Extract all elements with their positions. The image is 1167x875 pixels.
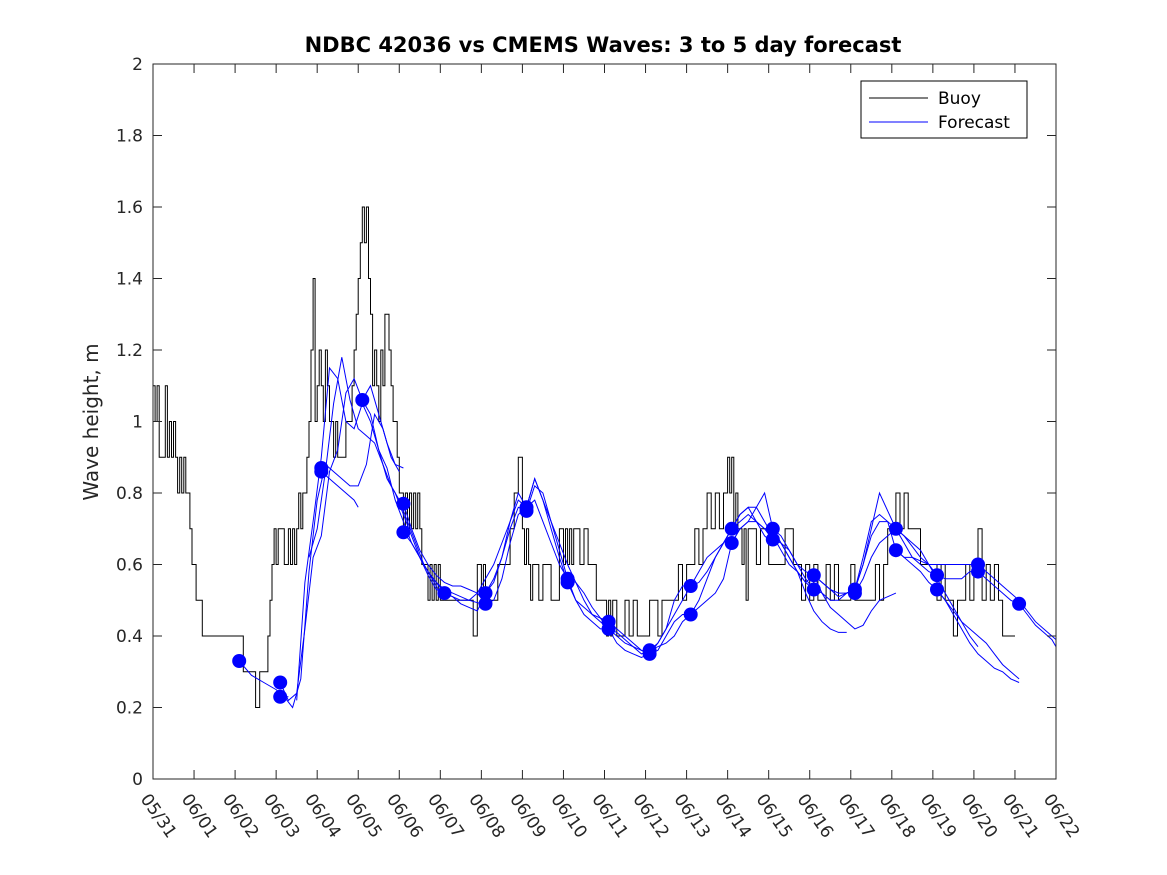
y-axis-label: Wave height, m [79, 343, 103, 500]
forecast-marker-point [1012, 596, 1027, 611]
y-tick-label: 0.2 [116, 699, 143, 719]
forecast-run-line-10 [444, 485, 650, 655]
forecast-marker-point [396, 525, 411, 540]
forecast-run-line-6 [320, 471, 359, 508]
chart-title: NDBC 42036 vs CMEMS Waves: 3 to 5 day fo… [305, 33, 902, 57]
forecast-marker-point [888, 543, 903, 558]
legend-box [860, 80, 1028, 139]
y-tick-label: 1.4 [116, 270, 143, 290]
forecast-marker-point [724, 536, 739, 550]
forecast-marker-point [273, 689, 288, 704]
y-tick-label: 1.8 [116, 127, 143, 147]
forecast-marker-point [971, 564, 985, 579]
forecast-marker-point [765, 521, 780, 536]
forecast-run-line-15 [690, 513, 897, 630]
y-tick-label: 0.4 [116, 627, 143, 647]
y-tick-label: 0.8 [116, 484, 143, 504]
forecast-marker-point [478, 586, 493, 601]
forecast-marker-point [437, 586, 452, 601]
forecast-marker-point [396, 496, 411, 511]
forecast-marker-point [806, 568, 821, 583]
y-tick-label: 1.6 [116, 198, 143, 218]
forecast-run-line-3 [283, 412, 400, 709]
forecast-marker-point [273, 675, 288, 690]
forecast-run-line-16 [731, 491, 938, 601]
forecast-marker-point [930, 568, 944, 583]
forecast-marker-point [478, 596, 493, 611]
forecast-marker-point [232, 654, 247, 668]
forecast-run-line-8 [403, 499, 569, 601]
y-tick-label: 0.6 [116, 556, 143, 576]
buoy-series-line [153, 206, 1015, 708]
forecast-marker-point [601, 621, 616, 636]
forecast-marker-point [683, 579, 698, 593]
forecast-marker-point [765, 532, 780, 547]
legend: Buoy Forecast [860, 80, 1028, 139]
forecast-run-line-7 [361, 384, 404, 469]
forecast-run-line-21 [936, 589, 1020, 680]
forecast-marker-point [642, 646, 657, 661]
forecast-marker-point [806, 582, 821, 597]
forecast-marker-point [847, 586, 862, 601]
forecast-run-line-19 [854, 528, 1057, 640]
y-tick-label: 1 [132, 413, 143, 433]
forecast-marker-point [355, 393, 370, 407]
legend-buoy-label: Buoy [938, 89, 981, 109]
forecast-marker-point [519, 503, 534, 518]
legend-forecast-label: Forecast [938, 113, 1010, 133]
y-tick-label: 1.2 [116, 341, 143, 361]
plot-area [153, 206, 1057, 709]
forecast-marker-point [888, 521, 903, 536]
forecast-marker-point [930, 582, 944, 597]
y-tick-label: 2 [132, 55, 143, 75]
forecast-marker-point [724, 521, 739, 536]
forecast-marker-point [314, 464, 329, 479]
forecast-marker-point [683, 607, 698, 622]
y-tick-label: 0 [132, 770, 143, 790]
forecast-marker-point [560, 575, 575, 590]
forecast-run-line-5 [308, 357, 441, 594]
